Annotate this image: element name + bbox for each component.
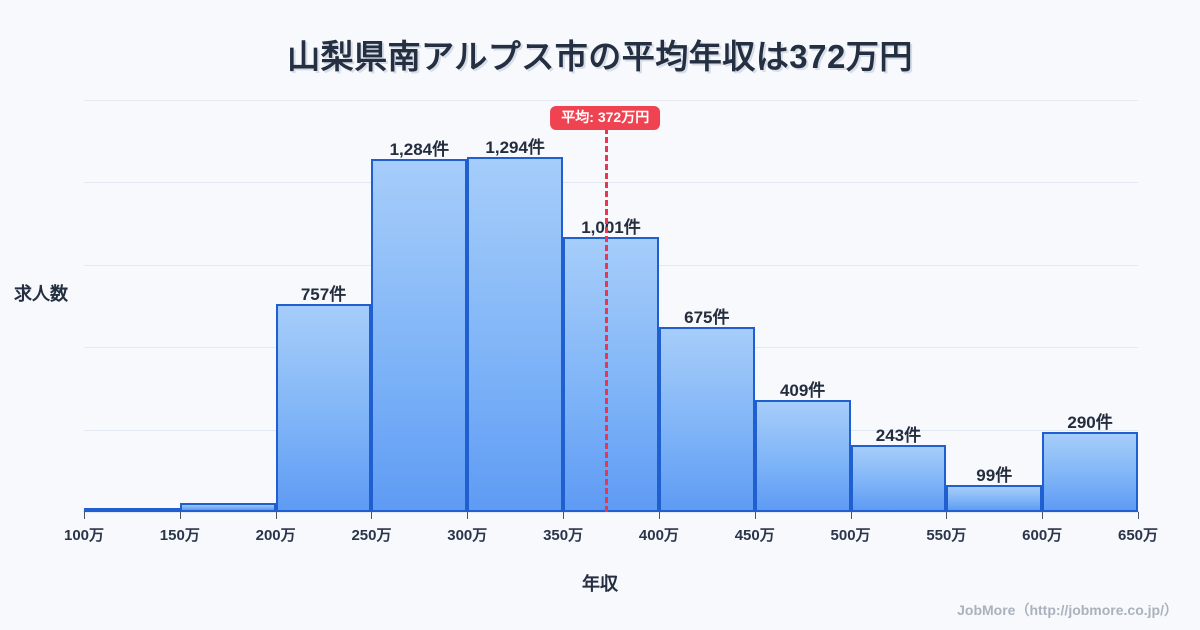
x-axis-tick-label: 300万 bbox=[447, 527, 488, 544]
x-axis-tick-label: 250万 bbox=[351, 527, 392, 544]
bar bbox=[850, 445, 947, 512]
bar-value-label: 1,294件 bbox=[485, 137, 545, 157]
gridline bbox=[84, 182, 1138, 184]
bar-value-label: 243件 bbox=[875, 426, 922, 446]
footer-credit: JobMore（http://jobmore.co.jp/） bbox=[957, 602, 1178, 618]
x-axis-tick-label: 500万 bbox=[830, 527, 871, 544]
x-axis-tick-label: 650万 bbox=[1117, 527, 1159, 544]
x-axis-tick bbox=[563, 512, 565, 519]
x-axis-tick bbox=[275, 512, 277, 519]
x-axis-tick bbox=[1138, 512, 1139, 519]
average-badge: 平均: 372万円 bbox=[550, 106, 661, 131]
bar bbox=[275, 304, 372, 512]
x-axis-tick-label: 600万 bbox=[1022, 527, 1063, 544]
bar-value-label: 675件 bbox=[684, 307, 730, 327]
bar bbox=[658, 326, 755, 512]
x-axis-tick-label: 350万 bbox=[543, 527, 584, 544]
x-axis-tick bbox=[467, 512, 469, 519]
bar-value-label: 1,001件 bbox=[581, 218, 641, 238]
bar-value-label: 1,284件 bbox=[389, 140, 450, 160]
x-axis-tick bbox=[179, 512, 181, 519]
bar bbox=[754, 399, 851, 512]
bar bbox=[179, 502, 276, 512]
plot-area bbox=[83, 100, 1139, 513]
x-axis-title: 年収 bbox=[582, 574, 618, 594]
bar bbox=[1042, 432, 1138, 512]
x-axis-tick bbox=[1042, 512, 1044, 519]
bar bbox=[563, 237, 659, 512]
x-axis-tick-label: 150万 bbox=[159, 527, 200, 544]
x-axis-tick bbox=[754, 512, 756, 519]
bar-value-label: 290件 bbox=[1067, 413, 1113, 433]
x-axis-tick-label: 100万 bbox=[63, 527, 105, 544]
x-axis-tick bbox=[946, 512, 948, 519]
bar-value-label: 757件 bbox=[300, 285, 347, 305]
average-line bbox=[605, 128, 609, 512]
bar-value-label: 99件 bbox=[976, 465, 1013, 485]
x-axis-tick-label: 550万 bbox=[926, 527, 967, 544]
x-axis-tick-label: 450万 bbox=[734, 527, 775, 544]
bar bbox=[946, 484, 1043, 512]
x-axis-tick bbox=[84, 512, 85, 519]
y-axis-title: 求人数 bbox=[14, 284, 68, 304]
page-title: 山梨県南アルプス市の平均年収は372万円 bbox=[287, 38, 913, 75]
gridline bbox=[84, 100, 1138, 101]
bar bbox=[467, 156, 564, 512]
x-axis-tick-label: 400万 bbox=[638, 527, 679, 544]
bar bbox=[84, 508, 180, 512]
gridline bbox=[84, 512, 1138, 513]
bar-value-label: 409件 bbox=[779, 380, 826, 400]
x-axis-tick bbox=[371, 512, 373, 519]
x-axis-tick bbox=[850, 512, 852, 519]
bar bbox=[371, 159, 468, 512]
x-axis-tick bbox=[658, 512, 660, 519]
x-axis-tick-label: 200万 bbox=[255, 527, 296, 544]
